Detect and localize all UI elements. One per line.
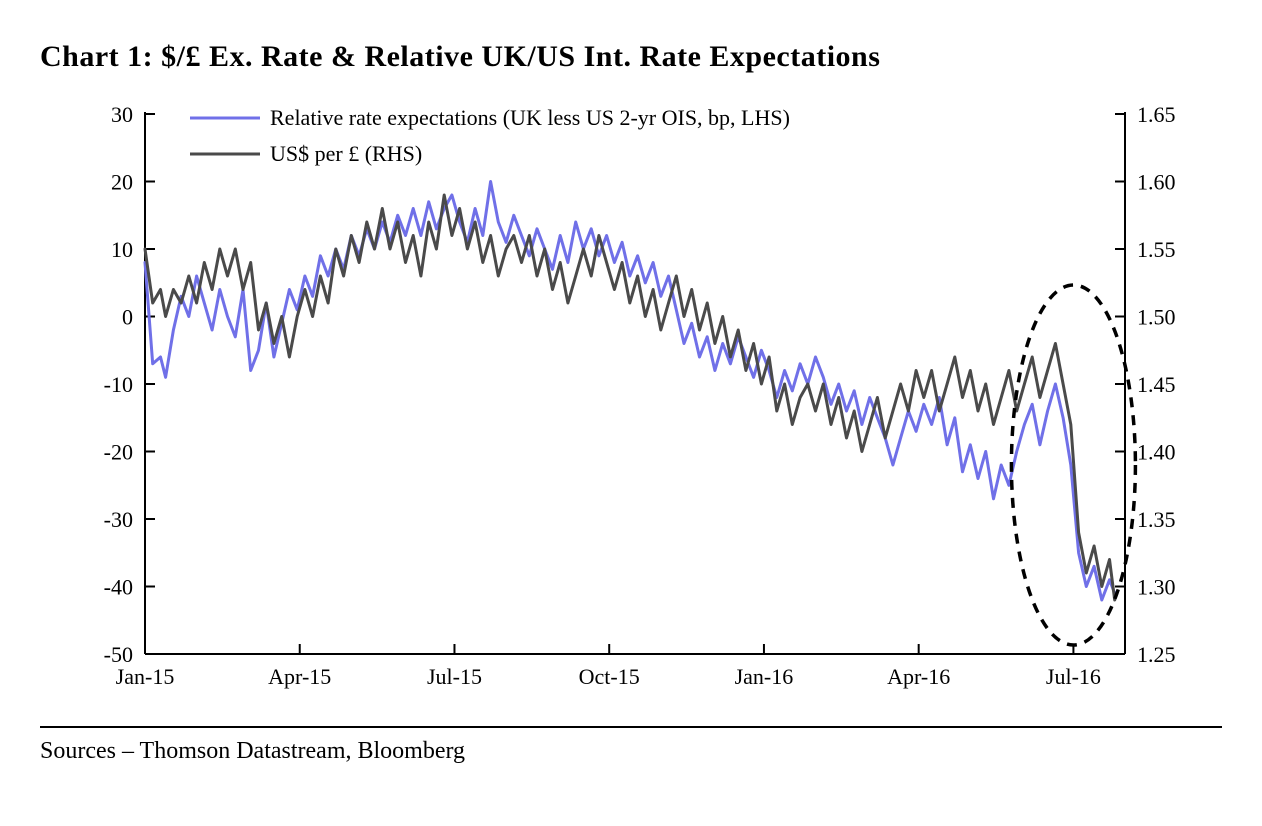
y-right-tick-label: 1.45: [1137, 372, 1176, 397]
y-right-tick-label: 1.30: [1137, 575, 1176, 600]
x-tick-label: Jan-16: [735, 664, 794, 689]
y-left-tick-label: 20: [111, 170, 133, 195]
y-right-tick-label: 1.35: [1137, 507, 1176, 532]
y-right-tick-label: 1.25: [1137, 642, 1176, 667]
x-tick-label: Apr-16: [887, 664, 950, 689]
y-right-tick-label: 1.65: [1137, 102, 1176, 127]
y-right-tick-label: 1.55: [1137, 237, 1176, 262]
y-left-tick-label: 30: [111, 102, 133, 127]
y-left-tick-label: -40: [104, 575, 133, 600]
legend-label: Relative rate expectations (UK less US 2…: [270, 105, 790, 130]
chart-title: Chart 1: $/£ Ex. Rate & Relative UK/US I…: [40, 40, 1222, 74]
y-left-tick-label: -10: [104, 372, 133, 397]
x-tick-label: Jul-16: [1046, 664, 1101, 689]
y-right-tick-label: 1.50: [1137, 305, 1176, 330]
source-text: Sources – Thomson Datastream, Bloomberg: [40, 726, 1222, 765]
y-right-tick-label: 1.60: [1137, 170, 1176, 195]
y-left-tick-label: 0: [122, 305, 133, 330]
x-tick-label: Jan-15: [116, 664, 175, 689]
x-tick-label: Oct-15: [579, 664, 640, 689]
dual-axis-line-chart: -50-40-30-20-1001020301.251.301.351.401.…: [40, 94, 1222, 714]
y-left-tick-label: -20: [104, 440, 133, 465]
x-tick-label: Jul-15: [427, 664, 482, 689]
y-right-tick-label: 1.40: [1137, 440, 1176, 465]
series-relative_rate: [145, 182, 1115, 601]
series-usd_per_gbp: [145, 195, 1115, 600]
y-left-tick-label: 10: [111, 237, 133, 262]
legend-label: US$ per £ (RHS): [270, 141, 422, 166]
y-left-tick-label: -30: [104, 507, 133, 532]
x-tick-label: Apr-15: [268, 664, 331, 689]
